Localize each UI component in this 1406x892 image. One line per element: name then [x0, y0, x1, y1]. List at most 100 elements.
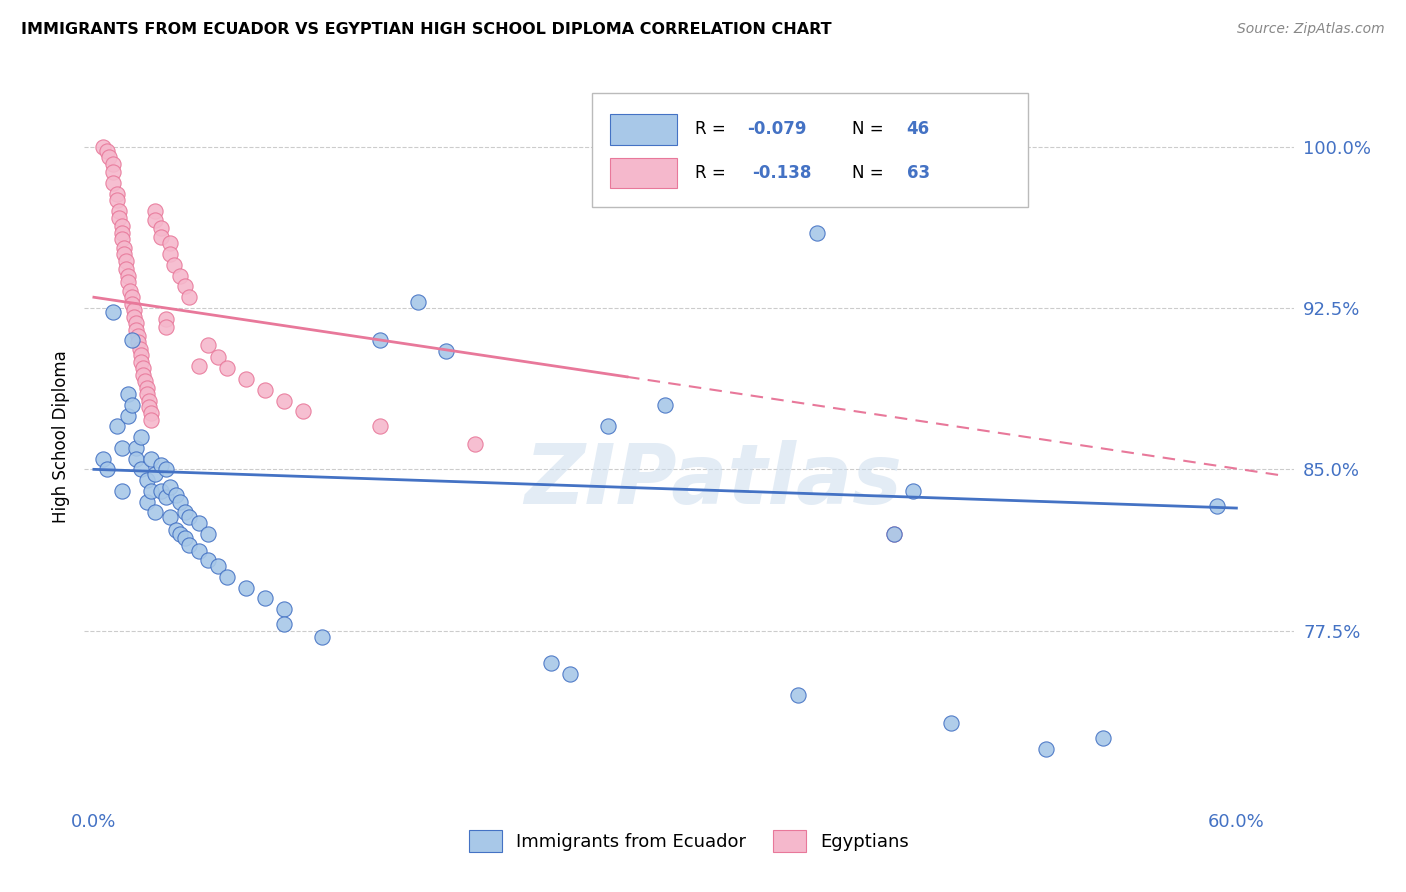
Point — [197, 527, 219, 541]
Point — [540, 656, 562, 670]
Point — [159, 509, 181, 524]
Point — [159, 479, 181, 493]
Point — [235, 581, 257, 595]
Point — [174, 279, 197, 293]
Point — [127, 329, 149, 343]
Point — [101, 176, 124, 190]
Bar — [610, 158, 676, 188]
Point — [464, 436, 486, 450]
Point — [107, 211, 129, 225]
Point — [111, 226, 134, 240]
Point — [121, 296, 143, 310]
Point — [115, 262, 138, 277]
Point — [127, 335, 149, 350]
Text: R =: R = — [695, 164, 737, 182]
Point — [434, 344, 457, 359]
Point — [107, 204, 129, 219]
FancyBboxPatch shape — [592, 94, 1028, 207]
Point — [901, 483, 924, 498]
Point — [139, 413, 162, 427]
Point — [174, 505, 197, 519]
Point — [143, 204, 166, 219]
Point — [177, 290, 200, 304]
Point — [138, 400, 160, 414]
Point — [117, 268, 139, 283]
Point — [93, 451, 115, 466]
Point — [883, 527, 905, 541]
Point — [187, 544, 209, 558]
Point — [125, 316, 148, 330]
Point — [96, 144, 118, 158]
Point — [105, 419, 128, 434]
Point — [138, 393, 160, 408]
Point — [143, 467, 166, 481]
Point — [125, 441, 148, 455]
Text: Source: ZipAtlas.com: Source: ZipAtlas.com — [1237, 22, 1385, 37]
Point — [105, 186, 128, 201]
Point — [121, 290, 143, 304]
Point — [883, 527, 905, 541]
Text: ZIPatlas: ZIPatlas — [524, 441, 903, 522]
Point — [159, 236, 181, 251]
Point — [128, 342, 150, 356]
Point — [101, 165, 124, 179]
Point — [111, 232, 134, 246]
Point — [197, 552, 219, 566]
Point — [136, 387, 159, 401]
Point — [149, 458, 172, 472]
Point — [939, 716, 962, 731]
Point — [111, 483, 134, 498]
Point — [187, 359, 209, 373]
Point — [111, 219, 134, 234]
Point — [131, 355, 153, 369]
Point — [1092, 731, 1115, 746]
Point — [273, 602, 295, 616]
Point — [131, 430, 153, 444]
Point — [101, 305, 124, 319]
Point — [654, 136, 676, 150]
Point — [1206, 499, 1229, 513]
Point — [125, 322, 148, 336]
Point — [120, 284, 142, 298]
Point — [112, 241, 135, 255]
Text: 46: 46 — [907, 120, 929, 138]
Point — [132, 368, 155, 382]
Point — [174, 531, 197, 545]
Point — [155, 491, 177, 505]
Point — [125, 451, 148, 466]
Point — [217, 361, 239, 376]
Point — [235, 372, 257, 386]
Text: -0.079: -0.079 — [747, 120, 807, 138]
Point — [143, 505, 166, 519]
Text: N =: N = — [852, 120, 889, 138]
Point — [139, 483, 162, 498]
Text: N =: N = — [852, 164, 889, 182]
Point — [169, 268, 191, 283]
Point — [121, 398, 143, 412]
Point — [254, 591, 277, 606]
Point — [117, 409, 139, 423]
Text: IMMIGRANTS FROM ECUADOR VS EGYPTIAN HIGH SCHOOL DIPLOMA CORRELATION CHART: IMMIGRANTS FROM ECUADOR VS EGYPTIAN HIGH… — [21, 22, 832, 37]
Point — [96, 462, 118, 476]
Point — [136, 494, 159, 508]
Point — [93, 139, 115, 153]
Point — [111, 441, 134, 455]
Point — [121, 333, 143, 347]
Text: -0.138: -0.138 — [752, 164, 811, 182]
Point — [149, 230, 172, 244]
Point — [155, 311, 177, 326]
Point — [136, 473, 159, 487]
Point — [254, 383, 277, 397]
Point — [132, 361, 155, 376]
Point — [139, 451, 162, 466]
Point — [406, 294, 429, 309]
Point — [311, 630, 333, 644]
Text: R =: R = — [695, 120, 731, 138]
Point — [159, 247, 181, 261]
Point — [134, 374, 156, 388]
Point — [136, 381, 159, 395]
Point — [187, 516, 209, 530]
Point — [273, 617, 295, 632]
Point — [273, 393, 295, 408]
Point — [98, 150, 121, 164]
